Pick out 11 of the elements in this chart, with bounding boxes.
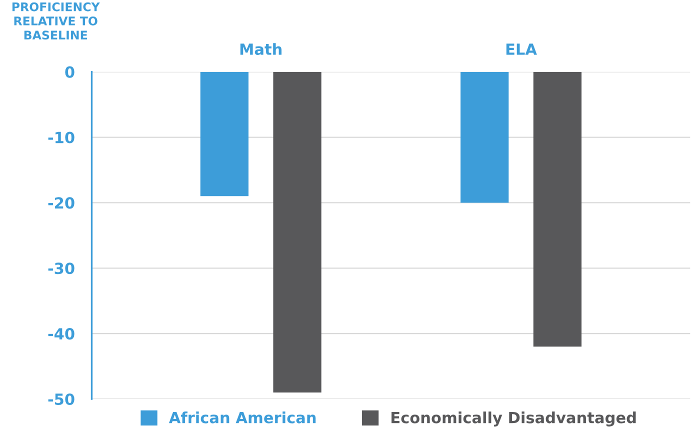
x-tick-label: Math [240, 43, 282, 55]
legend-label: African American [168, 412, 316, 424]
y-tick-label: -10 [48, 132, 74, 144]
y-tick-label: 0 [65, 66, 74, 78]
y-tick-label: -40 [48, 328, 74, 340]
y-tick-label: -50 [48, 393, 74, 406]
y-tick-label: -30 [48, 262, 74, 274]
y-axis-title: PROFICIENCY RELATIVE TO BASELINE [12, 2, 100, 40]
x-tick-label: ELA [506, 44, 537, 55]
y-tick-label: -20 [48, 197, 74, 209]
legend-label: Economically Disadvantaged [392, 412, 636, 426]
